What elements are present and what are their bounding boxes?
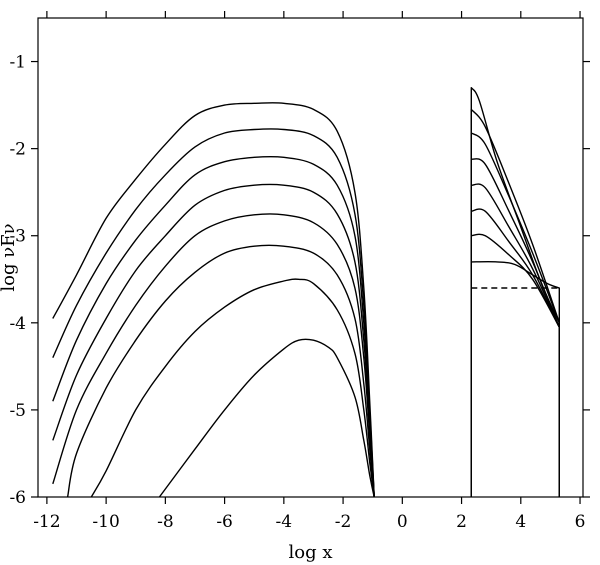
y-tick-label: -3 <box>9 227 26 247</box>
series-line-13 <box>470 183 560 497</box>
y-tick-label: -1 <box>9 53 26 73</box>
x-tick-label: -4 <box>276 512 293 532</box>
series-line-15 <box>470 233 560 497</box>
y-tick-label: -2 <box>9 140 26 160</box>
plot-frame <box>37 17 584 498</box>
y-tick-label: -5 <box>9 401 26 421</box>
y-axis-ticks: -6 -5 -4 -3 -2 -1 <box>9 53 590 508</box>
y-axis-title: log νFν <box>0 223 19 291</box>
y-tick-label: -4 <box>9 314 26 334</box>
x-tick-label: 6 <box>575 512 586 532</box>
x-tick-label: 2 <box>456 512 467 532</box>
series-line-11 <box>470 132 560 497</box>
x-tick-label: -10 <box>92 512 119 532</box>
x-tick-label: 0 <box>397 512 408 532</box>
series-line-5 <box>52 213 375 497</box>
series-line-12 <box>470 158 560 497</box>
x-tick-label: 4 <box>515 512 526 532</box>
series-line-7 <box>90 278 375 497</box>
x-tick-label: -8 <box>157 512 174 532</box>
series-line-14 <box>470 208 560 497</box>
series-line-2 <box>52 128 375 497</box>
series-line-6 <box>66 244 375 497</box>
x-axis-title: log x <box>289 542 333 563</box>
x-tick-label: -2 <box>335 512 352 532</box>
series-line-3 <box>52 155 375 497</box>
x-tick-label: -6 <box>216 512 233 532</box>
series-line-9 <box>470 87 560 497</box>
series-line-16 <box>470 260 560 497</box>
series-group <box>52 87 560 497</box>
series-line-4 <box>52 183 375 497</box>
y-tick-label: -6 <box>9 488 26 508</box>
series-line-1 <box>52 102 375 497</box>
series-line-8 <box>158 338 375 497</box>
x-axis-ticks: -12 -10 -8 -6 -4 -2 0 2 4 6 <box>33 11 585 532</box>
x-tick-label: -12 <box>33 512 60 532</box>
